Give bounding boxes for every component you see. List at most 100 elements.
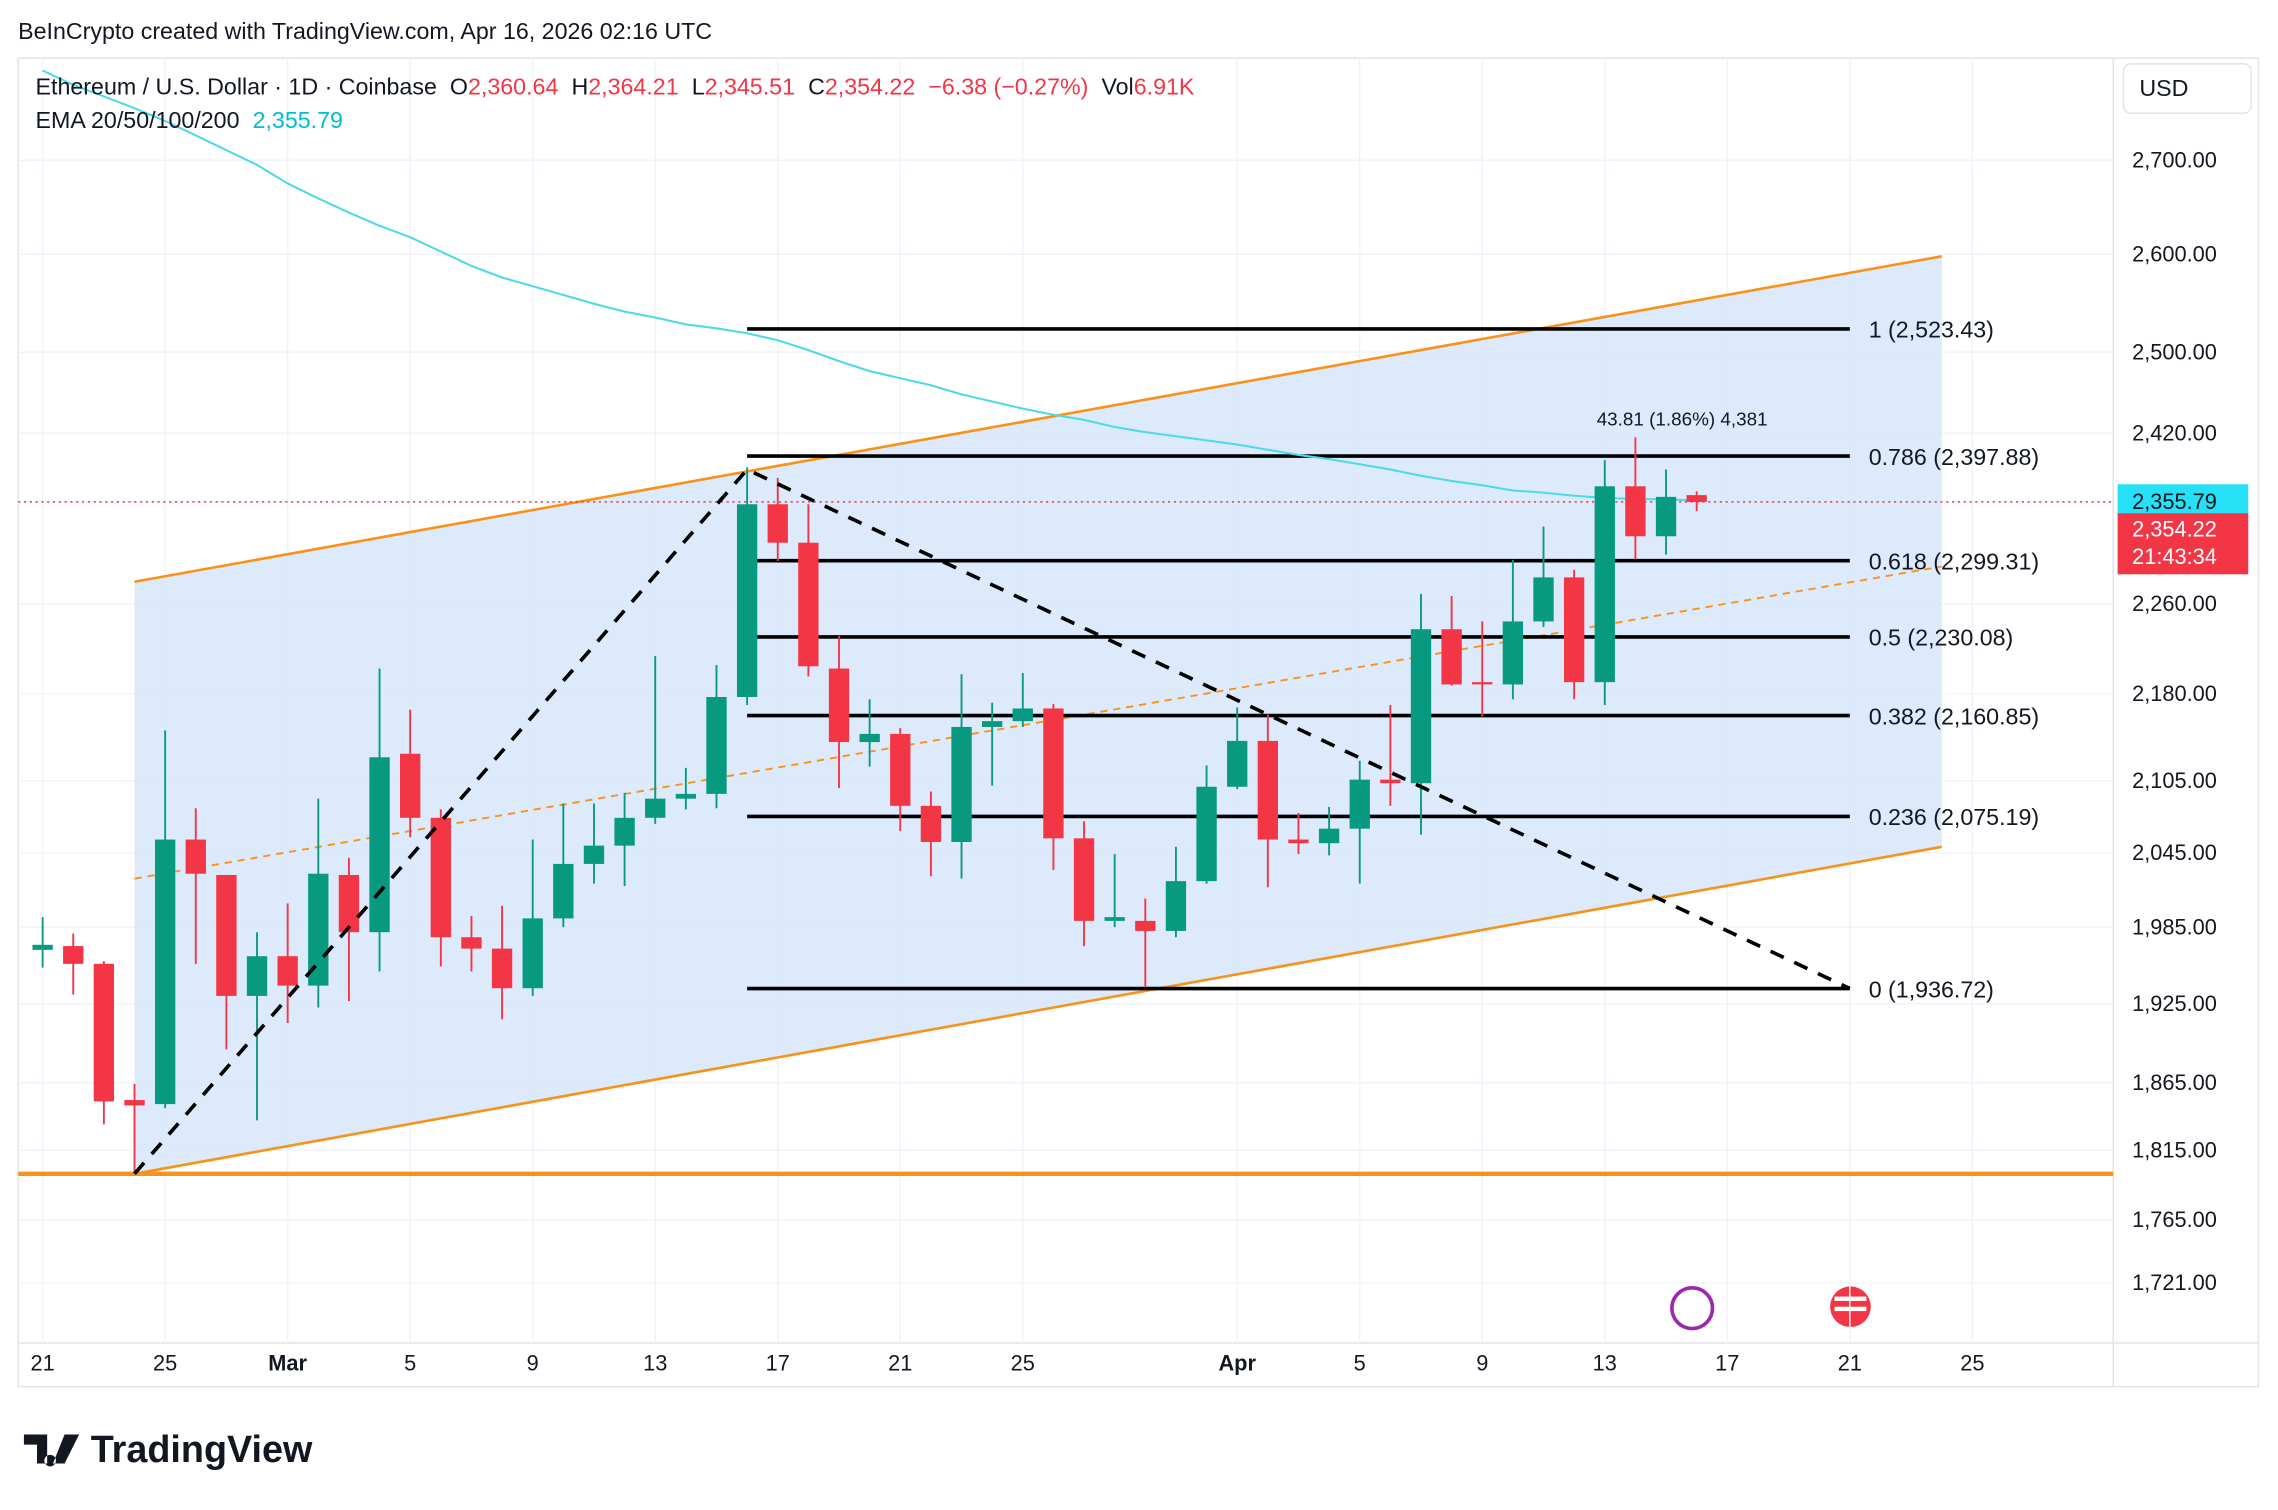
- x-tick-label: 9: [527, 1351, 539, 1376]
- candle-body: [32, 944, 53, 950]
- candle-body: [246, 956, 268, 996]
- y-tick-label: 1,721.00: [2132, 1270, 2217, 1295]
- ema-legend-value: 2,355.79: [253, 107, 343, 133]
- x-tick-label: 25: [153, 1351, 177, 1376]
- candle-body: [154, 839, 176, 1105]
- fib-label: 0.786 (2,397.88): [1869, 444, 2039, 470]
- candle-body: [982, 721, 1003, 727]
- y-tick-label: 1,925.00: [2132, 991, 2217, 1016]
- legend-key: Vol: [1101, 73, 1133, 99]
- candle-body: [1502, 621, 1524, 685]
- candle-body: [614, 817, 635, 846]
- channel-line: [134, 254, 1942, 584]
- candle-body: [216, 874, 237, 996]
- candle-body: [1135, 920, 1156, 931]
- legend-key: L: [692, 73, 705, 99]
- ema-legend: EMA 20/50/100/200 2,355.79: [36, 107, 343, 133]
- fib-label: 0.236 (2,075.19): [1869, 804, 2039, 830]
- fib-label: 0.382 (2,160.85): [1869, 703, 2039, 729]
- candle-body: [461, 937, 482, 949]
- candle-body: [1563, 577, 1585, 683]
- y-tick-label: 1,765.00: [2132, 1207, 2217, 1232]
- candle-body: [1073, 838, 1095, 921]
- legend-key: H: [571, 73, 588, 99]
- ema-price-box: [2117, 484, 2249, 517]
- credit: BeInCrypto created with TradingView.com,…: [18, 18, 712, 44]
- candle-body: [93, 963, 115, 1102]
- x-tick-label: 9: [1476, 1351, 1488, 1376]
- candle-body: [491, 948, 513, 989]
- event-icon: [1670, 1286, 1715, 1331]
- x-tick-label: 17: [766, 1351, 790, 1376]
- candle-body: [1012, 708, 1033, 722]
- x-tick-label: 25: [1960, 1351, 1984, 1376]
- logo-text: TradingView: [91, 1428, 313, 1470]
- candle-body: [369, 757, 390, 933]
- candle-body: [1196, 786, 1217, 882]
- legend-value: 2,364.21: [588, 73, 678, 99]
- x-tick-label: 13: [643, 1351, 667, 1376]
- channel-line: [134, 845, 1942, 1176]
- y-tick-label: 2,420.00: [2132, 420, 2217, 445]
- currency-label[interactable]: USD: [2139, 75, 2188, 101]
- candle-body: [736, 504, 758, 698]
- candle-body: [1533, 577, 1554, 622]
- candle-body: [1380, 779, 1401, 784]
- logo-mark: [23, 1434, 80, 1467]
- candle-body: [890, 733, 911, 806]
- y-tick-label: 1,815.00: [2132, 1138, 2217, 1163]
- candle-body: [1043, 708, 1064, 839]
- candle-body: [951, 726, 972, 842]
- last-price-box: [2117, 513, 2249, 575]
- y-tick-label: 2,600.00: [2132, 242, 2217, 267]
- fib-label: 1 (2,523.43): [1869, 317, 1994, 343]
- candle-body: [1655, 496, 1677, 537]
- candle-body: [1441, 629, 1462, 685]
- y-tick-label: 2,180.00: [2132, 681, 2217, 706]
- candle-body: [706, 697, 727, 794]
- legend-symbol: Ethereum / U.S. Dollar · 1D · Coinbase: [36, 73, 437, 99]
- candle-body: [338, 874, 360, 933]
- fib-label: 0.5 (2,230.08): [1869, 625, 2014, 651]
- candle-body: [1104, 917, 1125, 921]
- currency-button-box[interactable]: [2122, 63, 2252, 114]
- candle-body: [1625, 486, 1646, 537]
- candle-body: [1472, 682, 1493, 685]
- candle-body: [645, 798, 666, 818]
- x-tick-label: 21: [888, 1351, 912, 1376]
- candle-body: [185, 839, 206, 874]
- x-tick-label: 5: [1354, 1351, 1366, 1376]
- candle-body: [1165, 881, 1187, 931]
- legend-key: O: [450, 73, 468, 99]
- y-tick-label: 2,260.00: [2132, 591, 2217, 616]
- candle-body: [308, 873, 329, 986]
- candle-body: [675, 793, 697, 799]
- candle-body: [859, 733, 880, 743]
- ema-line: [42, 69, 1697, 502]
- candle-body: [1349, 779, 1370, 829]
- candle-body: [1410, 629, 1432, 784]
- x-tick-label: 5: [404, 1351, 416, 1376]
- y-tick-label: 2,045.00: [2132, 840, 2217, 865]
- x-tick-label: 21: [31, 1351, 55, 1376]
- ema-price-label: 2,355.79: [2132, 489, 2217, 514]
- candle-body: [277, 956, 298, 986]
- candle-body: [1227, 740, 1248, 787]
- y-tick-label: 2,105.00: [2132, 768, 2217, 793]
- candle-body: [1594, 486, 1615, 683]
- currency-button[interactable]: USD: [2122, 63, 2252, 114]
- legend-value: 2,345.51: [705, 73, 795, 99]
- last-price-label: 2,354.22: [2132, 517, 2217, 542]
- legend-key: C: [808, 73, 825, 99]
- candle-body: [553, 863, 574, 919]
- y-tick-label: 1,865.00: [2132, 1070, 2217, 1095]
- candle-body: [1257, 740, 1279, 840]
- candle-body: [124, 1100, 145, 1106]
- frame: [17, 57, 2260, 1388]
- fib-label: 0 (1,936.72): [1869, 976, 1994, 1002]
- countdown-label: 21:43:34: [2132, 544, 2217, 569]
- x-tick-label: 13: [1593, 1351, 1617, 1376]
- candle-body: [583, 845, 605, 864]
